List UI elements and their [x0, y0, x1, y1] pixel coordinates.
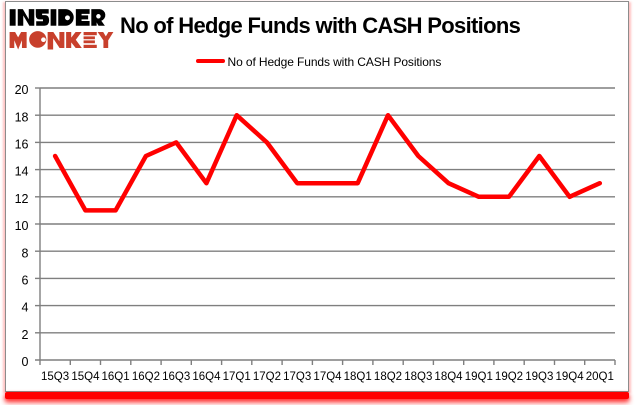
svg-text:15Q3: 15Q3: [41, 371, 69, 383]
svg-text:19Q4: 19Q4: [556, 371, 585, 383]
svg-text:18Q1: 18Q1: [344, 371, 372, 383]
svg-text:17Q1: 17Q1: [223, 371, 251, 383]
svg-text:18Q2: 18Q2: [374, 371, 402, 383]
svg-text:10: 10: [15, 219, 29, 233]
svg-text:4: 4: [22, 301, 29, 315]
svg-text:17Q2: 17Q2: [253, 371, 281, 383]
svg-text:2: 2: [22, 328, 29, 342]
svg-text:20Q1: 20Q1: [586, 371, 614, 383]
svg-text:16: 16: [15, 138, 29, 152]
svg-text:19Q1: 19Q1: [465, 371, 493, 383]
svg-text:0: 0: [22, 355, 29, 369]
svg-text:17Q4: 17Q4: [313, 371, 342, 383]
svg-text:12: 12: [15, 192, 29, 206]
svg-text:16Q3: 16Q3: [162, 371, 190, 383]
svg-text:17Q3: 17Q3: [283, 371, 311, 383]
svg-text:16Q4: 16Q4: [192, 371, 221, 383]
svg-text:16Q1: 16Q1: [102, 371, 130, 383]
svg-text:19Q2: 19Q2: [495, 371, 523, 383]
svg-text:14: 14: [15, 165, 29, 179]
svg-text:18: 18: [15, 110, 29, 124]
svg-text:6: 6: [22, 274, 29, 288]
svg-text:16Q2: 16Q2: [132, 371, 160, 383]
svg-text:8: 8: [22, 246, 29, 260]
svg-text:18Q4: 18Q4: [434, 371, 463, 383]
svg-text:15Q4: 15Q4: [71, 371, 100, 383]
svg-text:20: 20: [15, 83, 29, 97]
svg-text:19Q3: 19Q3: [525, 371, 553, 383]
svg-text:18Q3: 18Q3: [404, 371, 432, 383]
